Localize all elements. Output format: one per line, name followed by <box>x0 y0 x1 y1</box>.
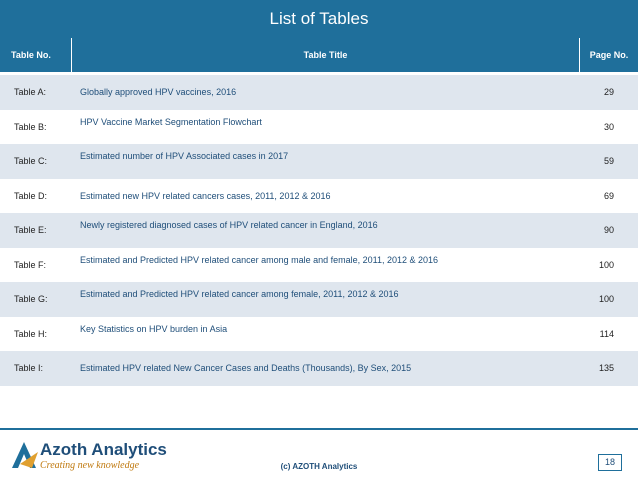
page-number: 18 <box>598 454 622 471</box>
brand-name: Azoth Analytics <box>40 440 167 459</box>
table-body: Table A: Globally approved HPV vaccines,… <box>0 75 638 386</box>
footer-divider <box>0 428 638 430</box>
header-table-no: Table No. <box>0 38 72 72</box>
page-no-cell: 69 <box>603 190 614 201</box>
table-header: Table No. Table Title Page No. <box>0 38 638 72</box>
table-row: Table H: Key Statistics on HPV burden in… <box>0 316 638 351</box>
table-no-cell: Table C: <box>14 156 48 167</box>
table-no-cell: Table H: <box>14 328 48 339</box>
table-no-cell: Table B: <box>14 121 47 132</box>
table-no-cell: Table I: <box>14 363 44 374</box>
table-row: Table I: Estimated HPV related New Cance… <box>0 351 638 386</box>
page-no-cell: 100 <box>598 294 614 305</box>
table-title-cell: Estimated and Predicted HPV related canc… <box>80 289 399 299</box>
table-row: Table C: Estimated number of HPV Associa… <box>0 144 638 179</box>
table-title-cell: HPV Vaccine Market Segmentation Flowchar… <box>80 116 262 127</box>
table-no-cell: Table G: <box>14 294 48 305</box>
table-row: Table E: Newly registered diagnosed case… <box>0 213 638 248</box>
table-title-cell: Estimated and Predicted HPV related canc… <box>80 254 439 265</box>
page-no-cell: 30 <box>603 121 614 132</box>
page-no-cell: 29 <box>603 87 614 98</box>
header-page-no: Page No. <box>580 38 638 72</box>
table-row: Table A: Globally approved HPV vaccines,… <box>0 75 638 110</box>
page-no-cell: 90 <box>603 225 614 236</box>
table-title-cell: Globally approved HPV vaccines, 2016 <box>80 87 237 98</box>
page-title: List of Tables <box>0 0 638 38</box>
table-title-cell: Estimated number of HPV Associated cases… <box>80 151 289 161</box>
page-no-cell: 114 <box>599 328 614 339</box>
table-row: Table G: Estimated and Predicted HPV rel… <box>0 282 638 317</box>
table-no-cell: Table E: <box>14 225 47 236</box>
table-no-cell: Table A: <box>14 87 47 98</box>
table-title-cell: Key Statistics on HPV burden in Asia <box>80 323 228 334</box>
table-row: Table B: HPV Vaccine Market Segmentation… <box>0 109 638 144</box>
table-row: Table D: Estimated new HPV related cance… <box>0 178 638 213</box>
page-no-cell: 135 <box>598 363 614 374</box>
table-no-cell: Table F: <box>14 259 47 270</box>
brand-tagline: Creating new knowledge <box>40 460 140 471</box>
table-title-cell: Estimated HPV related New Cancer Cases a… <box>80 363 412 374</box>
table-row: Table F: Estimated and Predicted HPV rel… <box>0 247 638 282</box>
header-table-title: Table Title <box>72 38 580 72</box>
table-title-cell: Estimated new HPV related cancers cases,… <box>80 190 331 201</box>
table-title-cell: Newly registered diagnosed cases of HPV … <box>80 220 378 230</box>
page-no-cell: 59 <box>603 156 614 167</box>
page-no-cell: 100 <box>598 259 614 270</box>
copyright-text: (c) AZOTH Analytics <box>280 462 358 471</box>
table-no-cell: Table D: <box>14 190 48 201</box>
azoth-logo-icon <box>12 442 38 468</box>
